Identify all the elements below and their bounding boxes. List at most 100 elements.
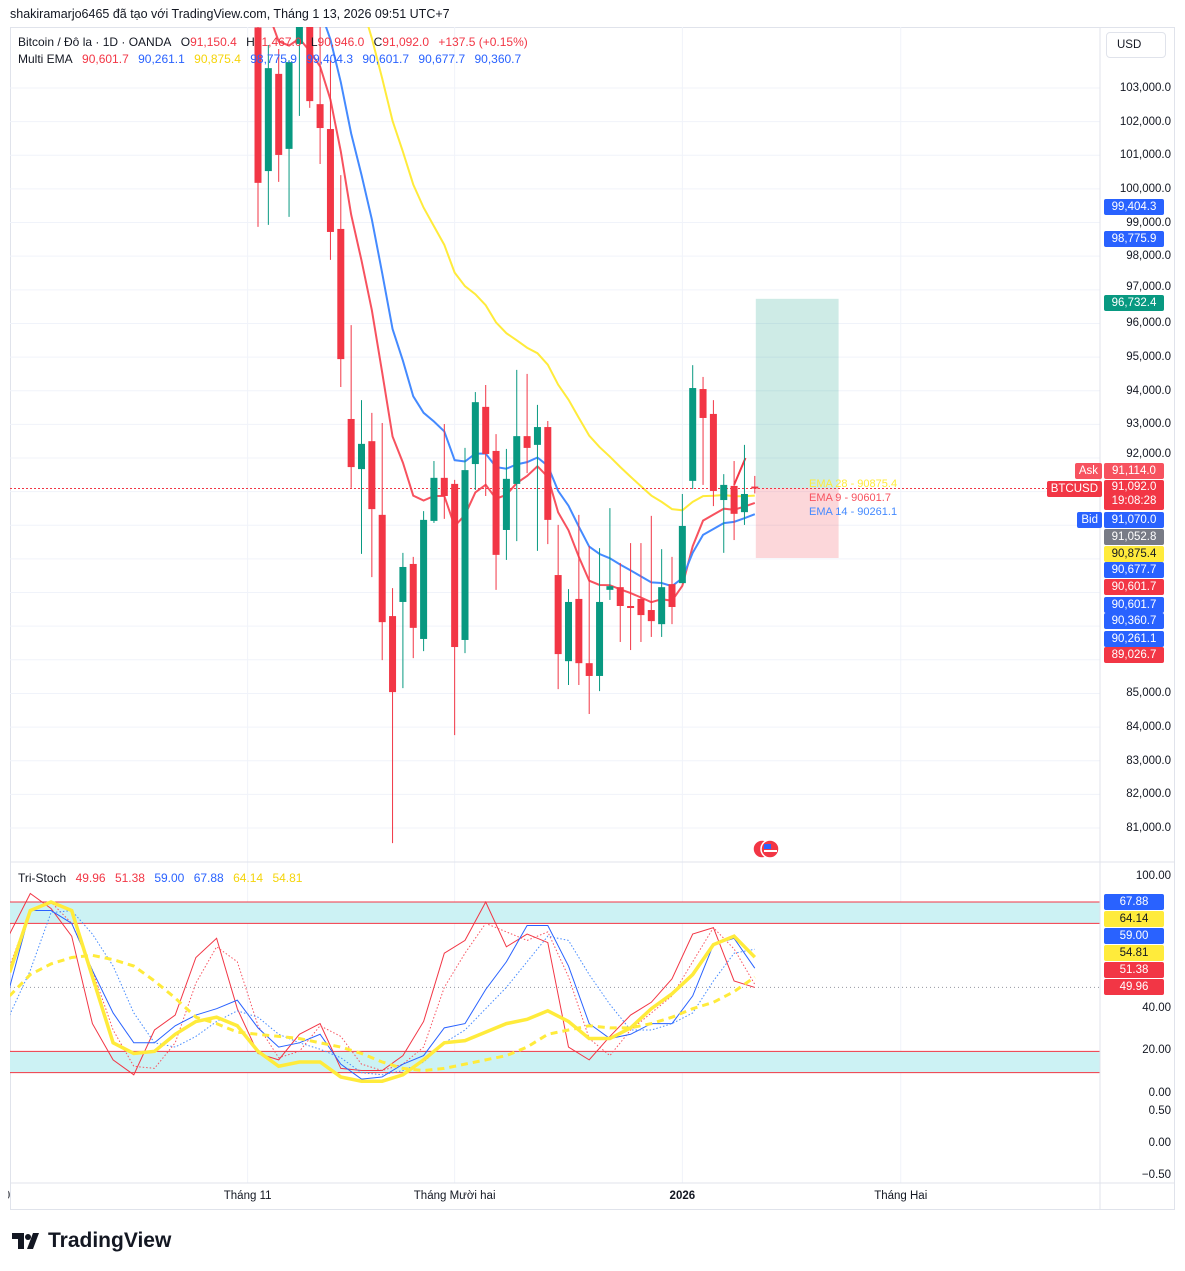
time-label: Tháng 11 xyxy=(223,1190,272,1202)
candle-body xyxy=(658,587,666,625)
price-badge: 91,092.0 19:08:28 xyxy=(1104,479,1164,510)
candle xyxy=(533,404,541,551)
price-tick-label: 81,000.0 xyxy=(1126,821,1171,834)
stoch-value: 67.88 xyxy=(193,871,224,885)
candle xyxy=(430,461,438,523)
candle-body xyxy=(482,406,490,454)
candle-body xyxy=(264,68,272,172)
tradingview-logo-icon xyxy=(12,1233,39,1249)
candle-body xyxy=(254,27,262,183)
sub-tick-label: −0.50 xyxy=(1141,1169,1171,1181)
stoch-lines xyxy=(10,892,757,1083)
candle-body xyxy=(616,587,624,606)
candle-body xyxy=(492,450,500,555)
candle xyxy=(326,60,334,260)
price-badge: 90,601.7 xyxy=(1104,579,1164,596)
candle xyxy=(513,369,521,542)
badge-value: 91,114.0 xyxy=(1112,465,1156,478)
candle xyxy=(730,461,738,541)
ema-value: 90,677.7 xyxy=(418,52,466,66)
stoch-legend[interactable]: Tri-Stoch 49.96 51.38 59.00 67.88 64.14 … xyxy=(18,871,308,885)
sub-tick-label: 0.50 xyxy=(1148,1105,1171,1117)
open-value: 91,150.4 xyxy=(190,35,237,49)
price-badge: 90,677.7 xyxy=(1104,562,1164,579)
candle-body xyxy=(678,525,686,584)
stoch-badge: 64.14 xyxy=(1104,911,1164,927)
badge-value: 91,052.8 xyxy=(1111,530,1157,543)
ema-value: 90,360.7 xyxy=(474,52,522,66)
candle-body xyxy=(523,436,531,448)
stoch-band xyxy=(10,1051,1100,1073)
candle-body xyxy=(337,228,345,360)
low-value: 90,946.0 xyxy=(317,35,365,49)
candle xyxy=(264,44,272,225)
badge-value: 91,070.0 xyxy=(1111,513,1157,526)
candle-body xyxy=(544,427,552,520)
candle-body xyxy=(740,493,748,513)
price-legend[interactable]: Bitcoin / Đô la · 1D · OANDA O91,150.4 H… xyxy=(18,35,534,49)
stoch-line-d1 xyxy=(10,901,756,1072)
badge-tag-btcusd: BTCUSD xyxy=(1046,480,1102,497)
long-position-tool xyxy=(755,298,839,559)
candle xyxy=(337,175,345,388)
candle xyxy=(471,392,479,490)
time-label: Tháng Hai xyxy=(874,1190,928,1202)
candle-body xyxy=(389,616,397,693)
stoch-line-k1 xyxy=(10,892,755,1076)
candle xyxy=(616,562,624,642)
candle-body xyxy=(285,62,293,149)
ema-line xyxy=(367,27,755,512)
price-badge: 90,601.7 xyxy=(1104,596,1164,613)
badge-value: 90,601.7 xyxy=(1111,581,1157,594)
badge-value: 90,360.7 xyxy=(1111,615,1157,628)
time-label: Tháng 10 xyxy=(0,1190,11,1202)
candle xyxy=(689,365,697,489)
candles xyxy=(254,27,759,844)
stop-loss-zone xyxy=(755,488,839,559)
stoch-badge: 49.96 xyxy=(1104,979,1164,995)
price-tick-label: 93,000.0 xyxy=(1126,418,1171,431)
candle xyxy=(420,511,428,652)
candle xyxy=(720,474,728,553)
stoch-band xyxy=(10,902,1100,924)
candle-body xyxy=(502,478,510,530)
candle xyxy=(461,447,469,654)
price-tick-label: 97,000.0 xyxy=(1126,280,1171,293)
currency-selector[interactable]: USD xyxy=(1106,32,1166,58)
price-badge: 90,261.1 xyxy=(1104,630,1164,647)
tradingview-logo[interactable]: TradingView xyxy=(12,1229,171,1253)
candle-body xyxy=(409,563,417,628)
ema-legend[interactable]: Multi EMA 90,601.7 90,261.1 90,875.4 98,… xyxy=(18,52,527,66)
price-badge: 91,114.0 xyxy=(1104,463,1164,480)
ema-label: EMA 28 - 90875.4 xyxy=(809,478,898,490)
chart-credit: shakiramarjo6465 đã tạo với TradingView.… xyxy=(10,7,450,21)
stoch-tick-label: 20.00 xyxy=(1142,1044,1171,1056)
price-badge: 99,404.3 xyxy=(1104,198,1164,215)
price-tick-label: 103,000.0 xyxy=(1119,82,1171,94)
stoch-line-d2 xyxy=(10,910,755,1076)
candle-body xyxy=(751,486,759,489)
candle-body xyxy=(420,519,428,639)
candle xyxy=(347,325,355,488)
badge-value: 89,026.7 xyxy=(1111,649,1157,662)
stoch-indicator-name: Tri-Stoch xyxy=(18,871,67,885)
candle xyxy=(658,549,666,637)
badge-tag-bid: Bid xyxy=(1077,511,1102,528)
candle xyxy=(378,423,386,661)
price-tick-label: 96,000.0 xyxy=(1126,317,1171,330)
close-value: 91,092.0 xyxy=(382,35,429,49)
ema-value: 90,261.1 xyxy=(138,52,185,66)
price-badge: 98,775.9 xyxy=(1104,231,1164,248)
candle-body xyxy=(378,514,386,623)
open-label: O xyxy=(180,35,191,49)
candle xyxy=(368,412,376,578)
candle-body xyxy=(565,601,572,662)
change-value: +137.5 (+0.15%) xyxy=(438,35,528,49)
price-tick-label: 102,000.0 xyxy=(1119,115,1171,128)
candle xyxy=(306,27,314,108)
logo-text: TradingView xyxy=(48,1229,172,1252)
candle xyxy=(285,60,293,217)
candle-body xyxy=(637,598,645,616)
badge-value: 91,092.0 xyxy=(1111,480,1157,493)
